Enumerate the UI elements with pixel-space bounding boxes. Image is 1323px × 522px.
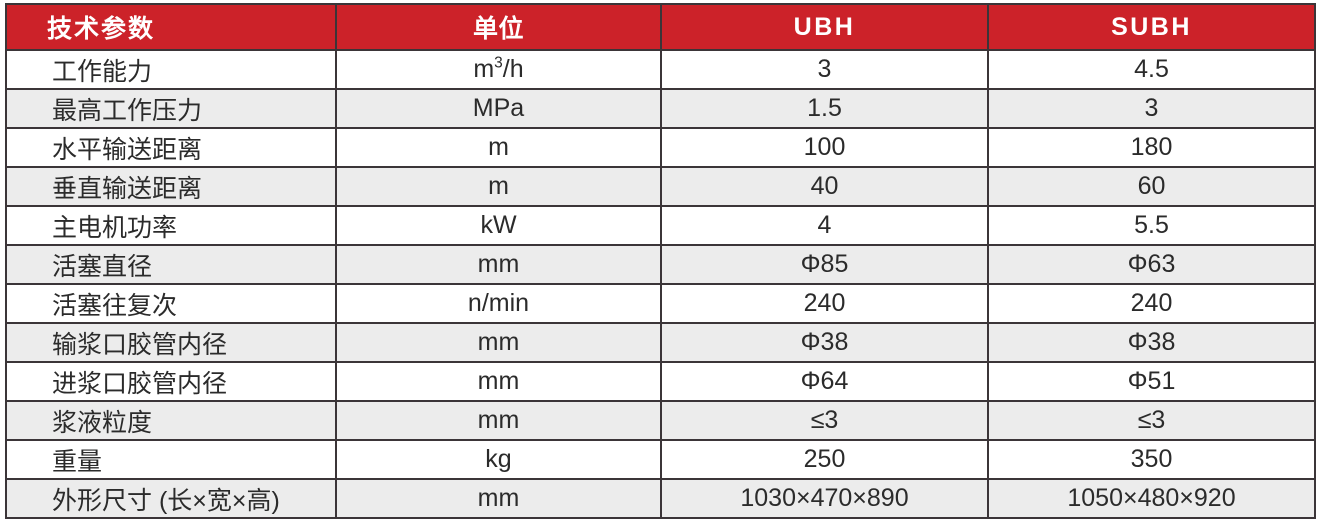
cell-parameter: 水平输送距离 [6,128,337,168]
table-row: 垂直输送距离 m 40 60 [6,167,1315,207]
cell-unit: mm [336,362,662,402]
table-row: 进浆口胶管内径 mm Φ64 Φ51 [6,362,1315,402]
cell-ubh-value: 1.5 [661,89,989,129]
cell-ubh-value: 240 [661,284,989,324]
column-header-parameter: 技术参数 [6,4,337,51]
cell-ubh-value: 100 [661,128,989,168]
cell-parameter: 最高工作压力 [6,89,337,129]
cell-subh-value: Φ38 [988,323,1315,363]
cell-subh-value: 350 [988,440,1315,480]
table-header: 技术参数 单位 UBH SUBH [6,4,1315,51]
table-row: 输浆口胶管内径 mm Φ38 Φ38 [6,323,1315,363]
table-row: 重量 kg 250 350 [6,440,1315,480]
cell-unit: mm [336,323,662,363]
cell-parameter: 主电机功率 [6,206,337,246]
cell-parameter: 进浆口胶管内径 [6,362,337,402]
table-row: 主电机功率 kW 4 5.5 [6,206,1315,246]
cell-ubh-value: 40 [661,167,989,207]
cell-subh-value: Φ51 [988,362,1315,402]
cell-parameter: 输浆口胶管内径 [6,323,337,363]
cell-unit: m3/h [336,50,662,90]
table-body: 工作能力 m3/h 3 4.5 最高工作压力 MPa 1.5 3 水平输送距离 m 100 180 垂直… [6,50,1315,518]
cell-subh-value: 240 [988,284,1315,324]
cell-ubh-value: Φ38 [661,323,989,363]
cell-ubh-value: Φ85 [661,245,989,285]
cell-parameter: 外形尺寸 (长×宽×高) [6,479,337,518]
cell-ubh-value: 3 [661,50,989,90]
cell-unit: m [336,128,662,168]
cell-unit: mm [336,245,662,285]
cell-ubh-value: 250 [661,440,989,480]
header-row: 技术参数 单位 UBH SUBH [6,4,1315,51]
table-row: 活塞直径 mm Φ85 Φ63 [6,245,1315,285]
cell-ubh-value: Φ64 [661,362,989,402]
cell-ubh-value: 4 [661,206,989,246]
cell-parameter: 活塞往复次 [6,284,337,324]
table-row: 水平输送距离 m 100 180 [6,128,1315,168]
cell-parameter: 重量 [6,440,337,480]
cell-subh-value: 5.5 [988,206,1315,246]
cell-unit: MPa [336,89,662,129]
cell-unit: mm [336,479,662,518]
table-row: 最高工作压力 MPa 1.5 3 [6,89,1315,129]
cell-subh-value: Φ63 [988,245,1315,285]
cell-subh-value: 60 [988,167,1315,207]
cell-unit: mm [336,401,662,441]
cell-subh-value: 3 [988,89,1315,129]
cell-parameter: 工作能力 [6,50,337,90]
cell-parameter: 垂直输送距离 [6,167,337,207]
table-row: 工作能力 m3/h 3 4.5 [6,50,1315,90]
cell-parameter: 活塞直径 [6,245,337,285]
cell-subh-value: 180 [988,128,1315,168]
table-row: 外形尺寸 (长×宽×高) mm 1030×470×890 1050×480×920 [6,479,1315,518]
cell-ubh-value: 1030×470×890 [661,479,989,518]
cell-unit: kg [336,440,662,480]
column-header-ubh: UBH [661,4,989,51]
cell-subh-value: ≤3 [988,401,1315,441]
cell-parameter: 浆液粒度 [6,401,337,441]
cell-unit: n/min [336,284,662,324]
cell-unit: m [336,167,662,207]
column-header-subh: SUBH [988,4,1315,51]
specification-table: 技术参数 单位 UBH SUBH 工作能力 m3/h 3 4.5 最高工作压力 MPa 1.… [5,3,1316,519]
cell-subh-value: 4.5 [988,50,1315,90]
cell-unit: kW [336,206,662,246]
column-header-unit: 单位 [336,4,662,51]
table-row: 浆液粒度 mm ≤3 ≤3 [6,401,1315,441]
table-row: 活塞往复次 n/min 240 240 [6,284,1315,324]
cell-ubh-value: ≤3 [661,401,989,441]
cell-subh-value: 1050×480×920 [1067,484,1236,512]
specification-table-container: 技术参数 单位 UBH SUBH 工作能力 m3/h 3 4.5 最高工作压力 MPa 1.… [5,3,1316,519]
